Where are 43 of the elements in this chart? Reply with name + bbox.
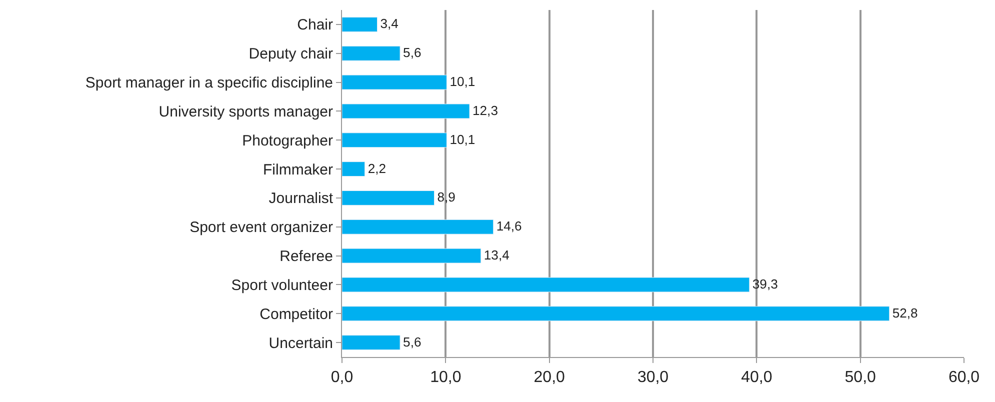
bar [342, 162, 366, 177]
bar [342, 277, 750, 292]
bar [342, 306, 890, 322]
data-label: 10,1 [450, 74, 476, 90]
y-tick-label: Referee [280, 248, 333, 266]
data-label: 13,4 [484, 248, 510, 263]
y-tick-label: Photographer [242, 132, 333, 150]
x-tick-label: 10,0 [430, 369, 462, 386]
y-tick-label: Competitor [260, 306, 334, 323]
data-label: 2,2 [368, 160, 386, 176]
bar [342, 190, 435, 206]
data-label: 12,3 [472, 102, 498, 118]
data-label: 39,3 [752, 276, 778, 292]
y-tick-label: Filmmaker [263, 161, 333, 178]
data-label: 5,6 [403, 45, 422, 60]
data-label: 5,6 [403, 334, 422, 350]
y-tick-label: Sport event organizer [190, 219, 333, 236]
x-tick-label: 30,0 [637, 369, 669, 386]
data-label: 52,8 [892, 305, 918, 320]
bar [342, 16, 378, 32]
bar [342, 219, 494, 234]
data-label: 8,9 [437, 190, 456, 205]
y-tick-label: Sport manager in a specific discipline [85, 74, 333, 92]
y-tick-label: University sports manager [158, 103, 333, 120]
y-tick-label: Uncertain [268, 334, 333, 352]
y-tick-label: Sport volunteer [231, 276, 333, 294]
x-tick-label: 60,0 [948, 369, 980, 386]
x-tick-label: 0,0 [330, 369, 354, 386]
bar [342, 132, 447, 148]
x-tick-label: 20,0 [534, 369, 565, 386]
bar [342, 335, 400, 350]
bar [342, 248, 482, 264]
bar [342, 104, 470, 119]
y-tick-label: Deputy chair [248, 46, 333, 63]
data-label: 3,4 [380, 16, 398, 32]
data-label: 14,6 [496, 218, 522, 234]
y-tick-label: Chair [297, 16, 333, 34]
x-tick-label: 50,0 [844, 369, 876, 386]
bar [342, 46, 400, 61]
data-label: 10,1 [450, 132, 476, 147]
x-tick-label: 40,0 [741, 369, 772, 386]
bar [342, 74, 447, 90]
y-tick-label: Journalist [268, 190, 334, 208]
